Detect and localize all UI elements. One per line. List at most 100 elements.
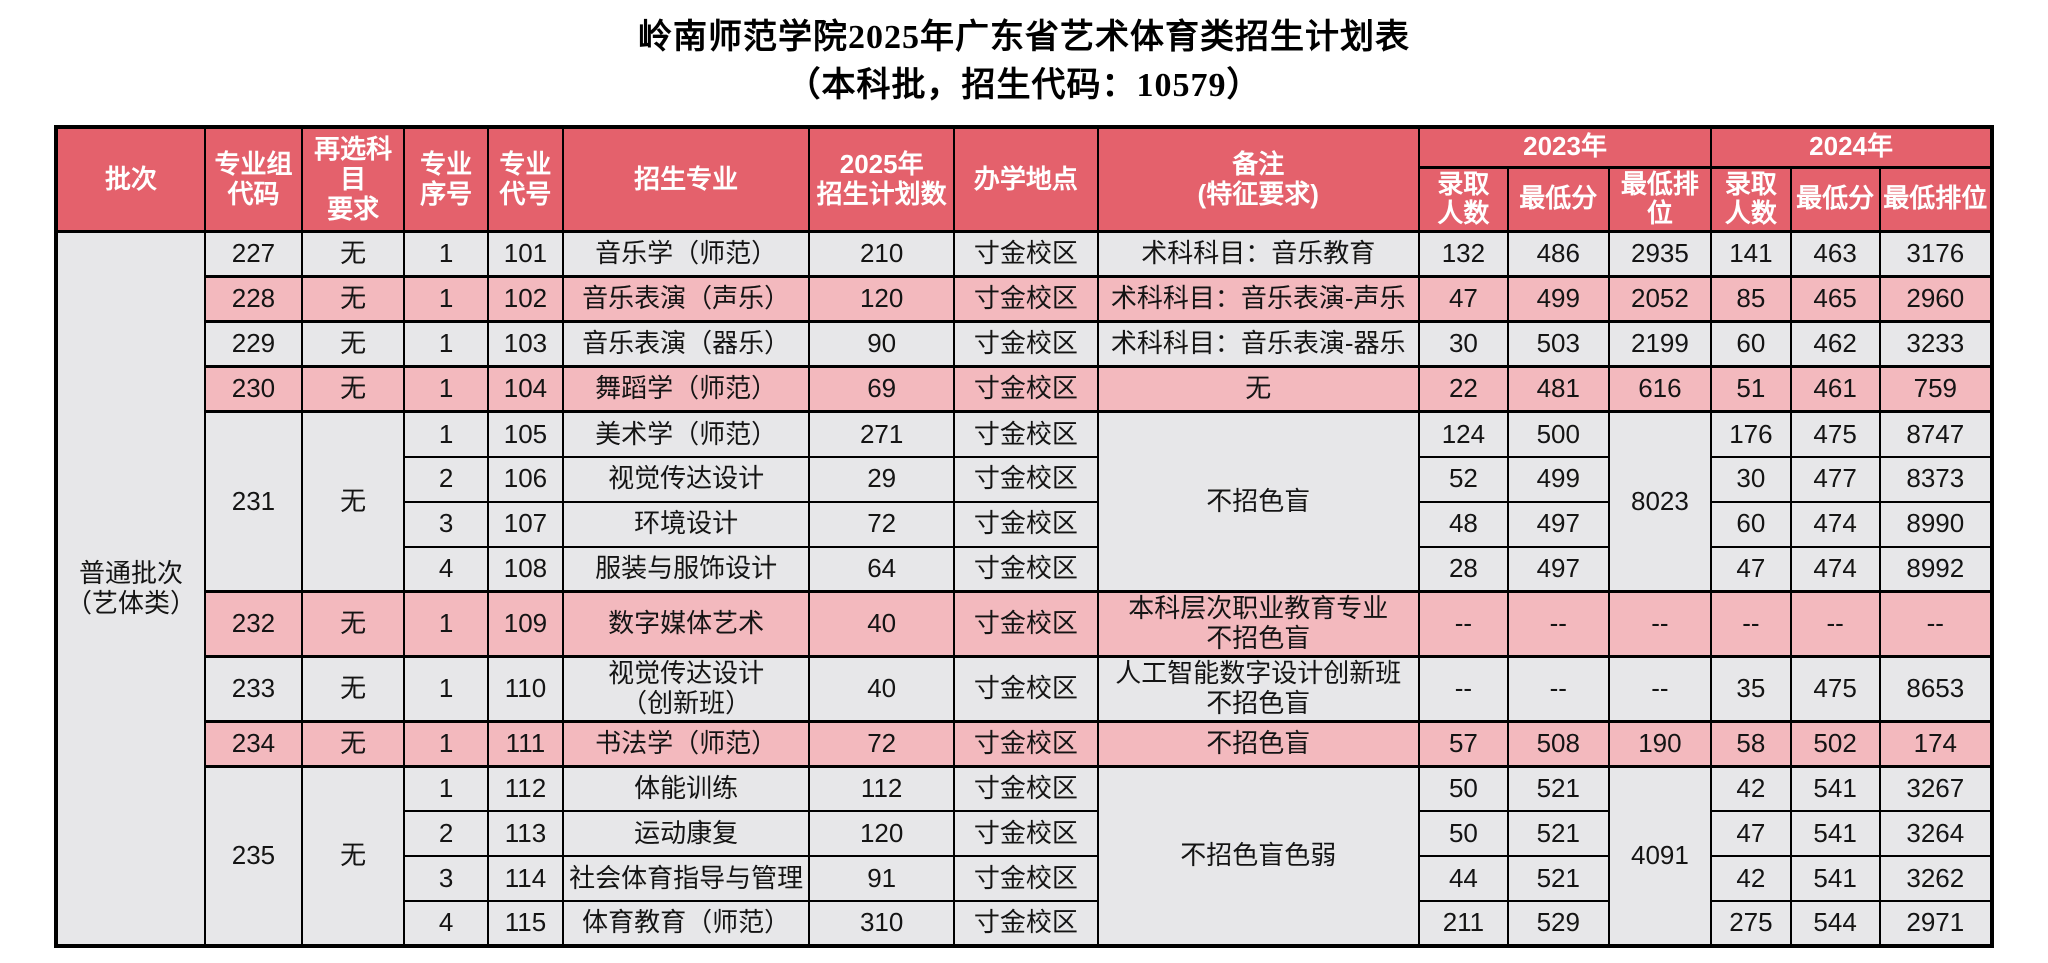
- table-cell: 8747: [1878, 410, 1994, 458]
- table-cell: 30: [1417, 320, 1509, 368]
- table-cell: 113: [486, 810, 565, 858]
- table-cell: 2935: [1607, 230, 1713, 278]
- table-cell: 481: [1506, 365, 1610, 413]
- table-cell: 不招色盲色弱: [1096, 764, 1420, 948]
- table-cell: 2: [403, 810, 489, 858]
- table-cell: 寸金校区: [953, 764, 1099, 813]
- table-cell: 音乐表演（器乐）: [562, 320, 811, 368]
- table-cell: 42: [1710, 855, 1792, 903]
- table-cell: 不招色盲: [1096, 719, 1420, 768]
- column-header-location: 办学地点: [953, 126, 1099, 234]
- table-cell: 不招色盲: [1096, 410, 1420, 593]
- table-cell: 寸金校区: [953, 810, 1099, 858]
- table-cell: 508: [1506, 719, 1610, 768]
- table-row: 234 无 1 111 书法学（师范） 72 寸金校区 不招色盲 57 508 190 58 502 17…: [56, 719, 1994, 768]
- table-cell: 474: [1789, 500, 1881, 548]
- table-cell: 8990: [1878, 500, 1994, 548]
- table-cell: 1: [403, 764, 489, 813]
- table-cell: 120: [808, 275, 956, 323]
- table-cell: 474: [1789, 545, 1881, 593]
- table-cell: 2960: [1878, 275, 1994, 323]
- table-cell: 50: [1417, 810, 1509, 858]
- table-cell: 90: [808, 320, 956, 368]
- table-cell: 231: [204, 410, 303, 593]
- table-cell: 85: [1710, 275, 1792, 323]
- table-cell: 72: [808, 719, 956, 768]
- table-cell: 541: [1789, 764, 1881, 813]
- table-cell: 529: [1506, 900, 1610, 948]
- table-cell: 体能训练: [562, 764, 811, 813]
- table-row: 3 107 环境设计 72 寸金校区 48 497 60 474 8990: [56, 500, 1994, 548]
- table-cell: 60: [1710, 320, 1792, 368]
- table-cell: 477: [1789, 455, 1881, 503]
- document-title: 岭南师范学院2025年广东省艺术体育类招生计划表: [638, 19, 1410, 56]
- table-cell: 58: [1710, 719, 1792, 768]
- table-cell: 114: [486, 855, 565, 903]
- table-cell: 4: [403, 545, 489, 593]
- table-cell: 101: [486, 230, 565, 278]
- table-cell: 1: [403, 590, 489, 658]
- table-cell: 120: [808, 810, 956, 858]
- table-cell: 29: [808, 455, 956, 503]
- table-cell: 51: [1710, 365, 1792, 413]
- table-cell: 1: [403, 655, 489, 723]
- table-cell: --: [1607, 655, 1713, 723]
- column-header-major-seq: 专业 序号: [403, 126, 489, 234]
- table-row: 232 无 1 109 数字媒体艺术 40 寸金校区 本科层次职业教育专业 不招色盲 -- -- -…: [56, 590, 1994, 658]
- table-cell: 230: [204, 365, 303, 413]
- table-cell: 寸金校区: [953, 855, 1099, 903]
- table-cell: 176: [1710, 410, 1792, 458]
- table-cell: 3: [403, 855, 489, 903]
- table-cell: 112: [808, 764, 956, 813]
- table-cell: 107: [486, 500, 565, 548]
- table-cell: 616: [1607, 365, 1713, 413]
- table-cell: 72: [808, 500, 956, 548]
- table-cell: 舞蹈学（师范）: [562, 365, 811, 413]
- table-cell: 109: [486, 590, 565, 658]
- table-cell: 运动康复: [562, 810, 811, 858]
- column-header-major-name: 招生专业: [562, 126, 811, 234]
- column-header-2023-min-rank: 最低排位: [1607, 166, 1713, 234]
- table-cell: 105: [486, 410, 565, 458]
- table-row: 233 无 1 110 视觉传达设计 （创新班） 40 寸金校区 人工智能数字设计创新班 不招…: [56, 655, 1994, 723]
- table-cell: 书法学（师范）: [562, 719, 811, 768]
- table-cell: 57: [1417, 719, 1509, 768]
- table-cell: 48: [1417, 500, 1509, 548]
- table-cell: 91: [808, 855, 956, 903]
- table-cell: 本科层次职业教育专业 不招色盲: [1096, 590, 1420, 658]
- table-cell: 音乐表演（声乐）: [562, 275, 811, 323]
- table-cell: --: [1506, 655, 1610, 723]
- column-header-batch: 批次: [54, 126, 207, 234]
- table-cell: 210: [808, 230, 956, 278]
- table-row: 231 无 1 105 美术学（师范） 271 寸金校区 不招色盲 124 500 8023 176 4…: [56, 410, 1994, 593]
- table-cell: 1: [403, 365, 489, 413]
- table-cell: 486: [1506, 230, 1610, 278]
- table-cell: 术科科目：音乐教育: [1096, 230, 1420, 278]
- table-cell: 759: [1878, 365, 1994, 413]
- table-cell: 无: [1096, 365, 1420, 413]
- table-cell: 132: [1417, 230, 1509, 278]
- table-cell: 541: [1789, 855, 1881, 903]
- table-cell: 音乐学（师范）: [562, 230, 811, 278]
- table-cell: 500: [1506, 410, 1610, 458]
- column-header-remark: 备注 (特征要求): [1096, 126, 1420, 234]
- table-cell: 233: [204, 655, 303, 723]
- table-cell: 22: [1417, 365, 1509, 413]
- table-row: 230 无 1 104 舞蹈学（师范） 69 寸金校区无 22 481 616 51 461 759: [56, 365, 1994, 413]
- table-cell: 102: [486, 275, 565, 323]
- table-cell: 寸金校区: [953, 655, 1099, 723]
- table-cell: 寸金校区: [953, 410, 1099, 458]
- table-cell: 475: [1789, 655, 1881, 723]
- table-cell: 无: [300, 275, 406, 323]
- table-cell: 3264: [1878, 810, 1994, 858]
- column-header-major-code: 专业 代号: [486, 126, 565, 234]
- table-cell: 术科科目：音乐表演-器乐: [1096, 320, 1420, 368]
- table-cell: 寸金校区: [953, 455, 1099, 503]
- table-cell: 1: [403, 230, 489, 278]
- table-cell: 108: [486, 545, 565, 593]
- table-cell: 术科科目：音乐表演-声乐: [1096, 275, 1420, 323]
- table-cell: 视觉传达设计 （创新班）: [562, 655, 811, 723]
- column-header-year-2023: 2023年: [1417, 126, 1713, 169]
- table-cell: 4: [403, 900, 489, 948]
- table-cell: 111: [486, 719, 565, 768]
